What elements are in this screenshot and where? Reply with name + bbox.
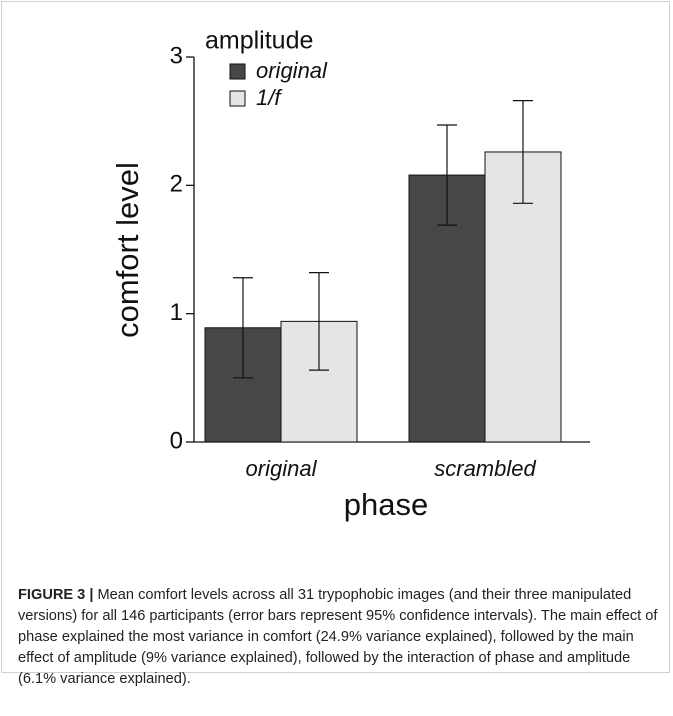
y-tick-label: 0 bbox=[170, 427, 183, 454]
x-tick-label: scrambled bbox=[434, 456, 536, 481]
x-tick-label: original bbox=[246, 456, 318, 481]
caption: FIGURE 3 | Mean comfort levels across al… bbox=[18, 585, 658, 690]
y-tick-label: 1 bbox=[170, 299, 183, 326]
caption-label: FIGURE 3 | bbox=[18, 587, 94, 603]
error-bar bbox=[233, 277, 253, 379]
error-bar bbox=[513, 100, 533, 204]
error-bar bbox=[309, 272, 329, 371]
x-axis-label: phase bbox=[344, 487, 428, 522]
error-bar bbox=[437, 124, 457, 226]
caption-text: Mean comfort levels across all 31 trypop… bbox=[18, 587, 658, 687]
chart: comfort level phase amplitude 0 1 2 3 origin… bbox=[110, 27, 590, 522]
legend-swatch bbox=[229, 90, 246, 107]
legend-label: original bbox=[256, 58, 328, 83]
legend-swatch bbox=[229, 63, 246, 80]
legend-label: 1/f bbox=[256, 85, 283, 110]
y-axis-label: comfort level bbox=[110, 162, 145, 338]
figure-frame bbox=[1, 1, 670, 673]
legend-title: amplitude bbox=[205, 27, 313, 55]
y-tick-label: 2 bbox=[170, 171, 183, 198]
y-tick-label: 3 bbox=[170, 42, 183, 69]
